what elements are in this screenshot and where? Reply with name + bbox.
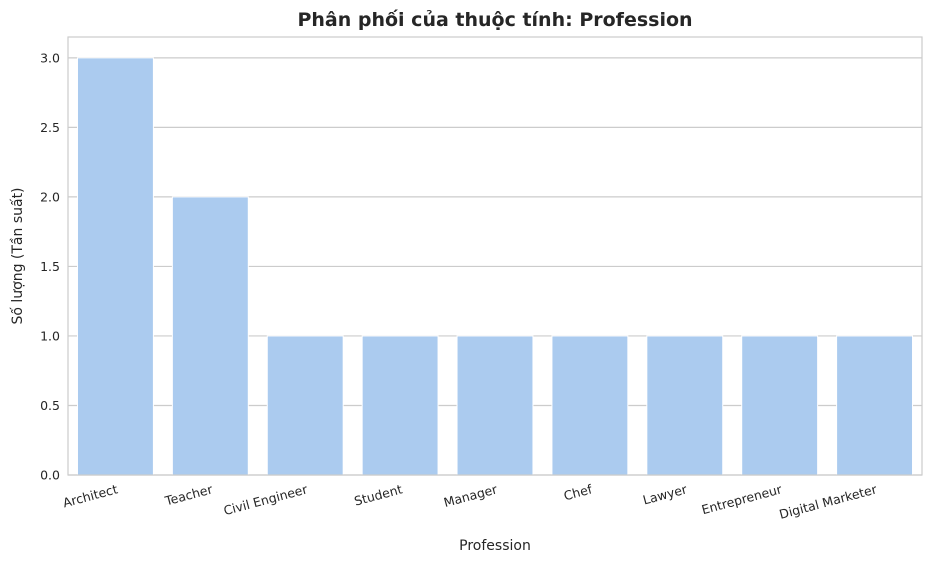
bar-student: [361, 335, 439, 476]
bar-entrepreneur: [741, 335, 819, 476]
bar-architect: [76, 57, 154, 476]
y-axis-label: Số lượng (Tần suất): [9, 187, 26, 324]
y-tick-label: 0.5: [40, 398, 60, 413]
bars: [76, 57, 914, 476]
y-tick-label: 1.5: [40, 259, 60, 274]
bar-lawyer: [646, 335, 724, 476]
bar-chef: [551, 335, 629, 476]
bar-manager: [456, 335, 534, 476]
x-tick-label: Digital Marketer: [778, 481, 880, 522]
y-tick-labels: 0.0 0.5 1.0 1.5 2.0 2.5 3.0: [40, 50, 60, 482]
x-tick-label: Teacher: [162, 481, 215, 509]
x-tick-label: Architect: [61, 481, 119, 510]
y-tick-label: 0.0: [40, 468, 60, 483]
y-tick-label: 3.0: [40, 50, 60, 65]
x-tick-label: Chef: [562, 481, 594, 503]
bar-teacher: [171, 196, 249, 476]
x-tick-labels: Architect Teacher Civil Engineer Student Man…: [61, 481, 879, 522]
chart-title: Phân phối của thuộc tính: Profession: [297, 8, 692, 31]
y-tick-label: 2.0: [40, 189, 60, 204]
x-tick-label: Civil Engineer: [222, 481, 310, 518]
y-tick-label: 1.0: [40, 328, 60, 343]
x-tick-label: Entrepreneur: [700, 481, 784, 517]
y-tick-label: 2.5: [40, 120, 60, 135]
x-axis-label: Profession: [459, 538, 531, 554]
x-tick-label: Student: [352, 481, 404, 508]
bar-civil-engineer: [266, 335, 344, 476]
bar-digital-marketer: [836, 335, 914, 476]
plot-frame: [67, 36, 923, 476]
x-tick-label: Manager: [442, 481, 500, 510]
x-tick-label: Lawyer: [641, 481, 689, 507]
